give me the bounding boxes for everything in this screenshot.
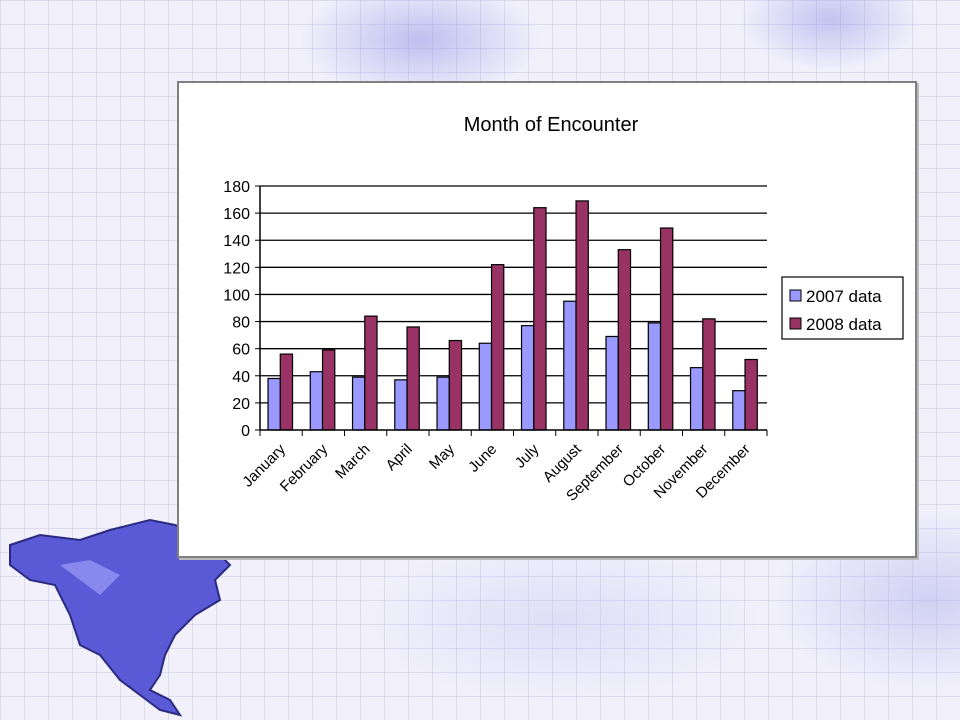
north-america-map-decoration: [9, 518, 232, 717]
x-tick-label: April: [383, 441, 416, 474]
chart-title: Month of Encounter: [464, 114, 639, 136]
y-tick-label: 0: [241, 423, 250, 440]
bar-2008-data-october: [659, 227, 674, 431]
legend-box: [781, 276, 904, 340]
chart-area: Month of Encounter 0 20 40 60 80 100 120 140 160 1…: [177, 81, 917, 558]
bar-2008-data-september: [617, 249, 632, 431]
bar-2007-data-february: [309, 371, 324, 431]
bar-2008-data-may: [448, 339, 463, 431]
bar-2008-data-january: [279, 353, 294, 431]
x-tick-label: June: [465, 441, 500, 476]
bar-2007-data-november: [689, 367, 704, 431]
bar-2007-data-june: [478, 342, 493, 431]
bar-2007-data-january: [267, 377, 281, 431]
x-tick-label: July: [512, 440, 543, 471]
legend-label: 2007 data: [806, 287, 882, 306]
legend-label: 2008 data: [806, 315, 882, 334]
bar-2007-data-october: [647, 322, 662, 431]
bar-2008-data-december: [744, 358, 758, 431]
bar-2008-data-june: [490, 264, 505, 431]
bar-2008-data-february: [321, 349, 336, 431]
x-tick-label: February: [277, 440, 332, 495]
y-tick-label: 160: [223, 206, 250, 223]
legend-swatch: [789, 317, 802, 330]
bar-chart: Month of Encounter 0 20 40 60 80 100 120 140 160 1…: [223, 114, 904, 505]
y-tick-label: 120: [223, 260, 250, 277]
bar-2007-data-may: [436, 376, 450, 431]
bar-2007-data-march: [351, 376, 366, 431]
legend-swatch: [789, 289, 802, 302]
bar-2008-data-july: [533, 207, 547, 431]
y-tick-label: 60: [232, 342, 250, 359]
bar-2008-data-march: [364, 315, 378, 431]
y-tick-label: 100: [223, 287, 250, 304]
y-tick-label: 20: [232, 396, 250, 413]
y-tick-label: 40: [232, 369, 250, 386]
bar-2007-data-august: [563, 300, 577, 431]
bar-2008-data-august: [575, 200, 589, 431]
y-tick-label: 140: [223, 233, 250, 250]
bar-2008-data-april: [406, 326, 420, 431]
bar-2007-data-april: [394, 379, 408, 431]
x-tick-label: March: [332, 441, 373, 482]
y-tick-label: 80: [232, 315, 250, 332]
y-tick-label: 180: [223, 179, 250, 196]
bar-2007-data-july: [520, 325, 535, 431]
bar-2007-data-december: [732, 390, 746, 431]
bar-2008-data-november: [702, 318, 716, 431]
x-tick-label: May: [426, 440, 458, 472]
bar-2007-data-september: [605, 335, 619, 431]
